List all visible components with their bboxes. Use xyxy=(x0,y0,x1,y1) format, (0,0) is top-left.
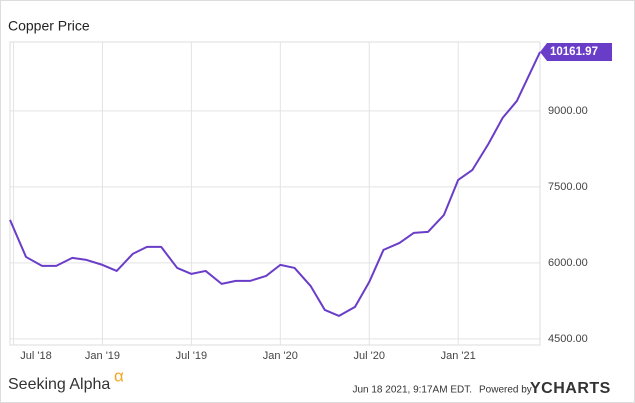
x-tick-label: Jan '19 xyxy=(85,350,120,362)
y-tick-label: 6000.00 xyxy=(548,257,588,269)
chart-title: Copper Price xyxy=(8,18,90,34)
last-value-badge xyxy=(540,43,612,62)
y-tick-label: 9000.00 xyxy=(548,105,588,117)
y-tick-label: 7500.00 xyxy=(548,181,588,193)
x-tick-label: Jan '21 xyxy=(441,350,476,362)
plot-area xyxy=(9,41,541,346)
x-tick-label: Jul '19 xyxy=(176,350,207,362)
last-value-label: 10161.97 xyxy=(550,46,598,58)
x-tick-label: Jul '20 xyxy=(354,350,385,362)
x-tick-label: Jul '18 xyxy=(20,350,51,362)
y-tick-label: 4500.00 xyxy=(548,333,588,345)
powered-by: Powered by xyxy=(479,385,532,396)
line xyxy=(9,51,541,317)
brand-mark: α xyxy=(114,366,124,385)
brand: Seeking Alpha xyxy=(8,376,110,393)
timestamp: Jun 18 2021, 9:17AM EDT. xyxy=(352,385,472,396)
x-tick-label: Jan '20 xyxy=(263,350,298,362)
provider: YCHARTS xyxy=(530,380,611,397)
